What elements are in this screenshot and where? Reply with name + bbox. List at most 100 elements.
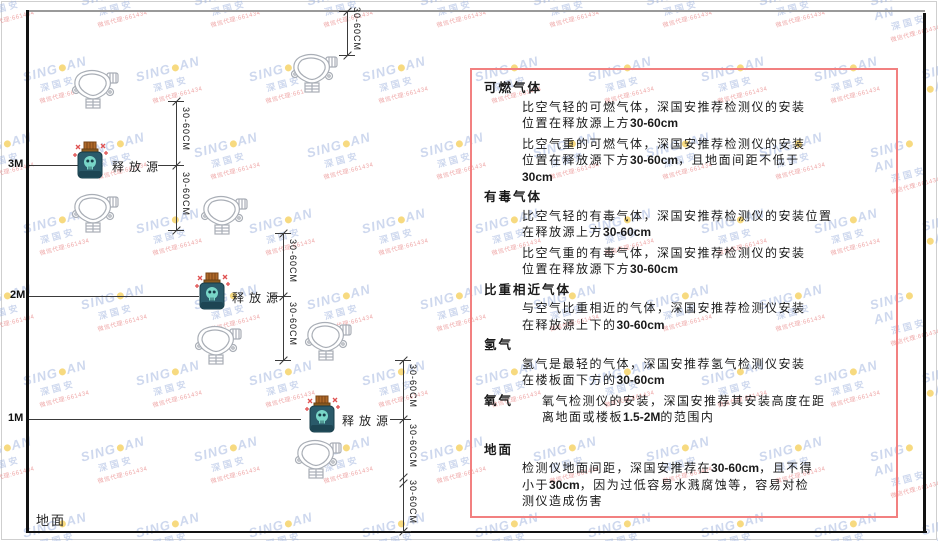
- dimension-label: 30-60CM: [288, 302, 298, 347]
- paragraph-line: 氧气检测仪的安装，深国安推荐其安装高度在距: [542, 393, 884, 410]
- text-segment: ，且不得: [759, 461, 814, 475]
- dimension-label: 30-60CM: [352, 7, 362, 52]
- gas-detector-icon: [69, 67, 121, 114]
- dimension-label: 30-60CM: [288, 238, 298, 283]
- gas-detector-icon: [302, 319, 354, 366]
- text-segment: 检测仪地面间距，深国安推荐在: [522, 461, 712, 475]
- paragraph-line: 比空气轻的可燃气体，深国安推荐检测仪的安装: [522, 99, 884, 116]
- paragraph-line: 离地面或楼板1.5-2M的范围内: [542, 409, 884, 426]
- gas-type-section: 可燃气体 比空气轻的可燃气体，深国安推荐检测仪的安装 位置在释放源上方30-60cm…: [484, 80, 884, 185]
- level-line: [29, 296, 199, 297]
- text-segment: 在楼板面下方的: [522, 373, 617, 387]
- paragraph-line: 在释放源上方30-60cm: [522, 224, 884, 241]
- text-segment: 小于: [522, 477, 550, 492]
- release-source-icon: [300, 395, 344, 440]
- info-panel: 可燃气体 比空气轻的可燃气体，深国安推荐检测仪的安装 位置在释放源上方30-60cm…: [470, 68, 898, 518]
- dimension-label: 30-60CM: [408, 363, 418, 408]
- panel-paragraph: 比空气轻的有毒气体，深国安推荐检测仪的安装位置 在释放源上方30-60cm: [484, 208, 884, 241]
- dimension-label: 30-60CM: [408, 479, 418, 524]
- gas-type-section: 氢气 氢气是最轻的气体，深国安推荐氢气检测仪安装 在楼板面下方的30-60cm: [484, 337, 884, 389]
- level-label: 1M: [8, 412, 24, 424]
- text-segment: 30-60cm: [603, 225, 652, 239]
- paragraph-line: 比空气轻的有毒气体，深国安推荐检测仪的安装位置: [522, 208, 884, 225]
- gas-type-section: 比重相近气体 与空气比重相近的气体，深国安推荐检测仪安装 在释放源上下的30-60c…: [484, 282, 884, 334]
- text-segment: 30-60cm: [630, 262, 679, 276]
- panel-paragraph: 与空气比重相近的气体，深国安推荐检测仪安装 在释放源上下的30-60cm: [484, 300, 884, 333]
- release-source-label: 释放源: [232, 291, 284, 305]
- ceiling-line: [27, 10, 925, 12]
- section-heading: 地面: [484, 442, 514, 457]
- text-segment: 离地面或楼板: [542, 410, 624, 424]
- text-segment: 比空气重的可燃气体，深国安推荐检测仪的安装: [522, 136, 806, 151]
- paragraph-line: 位置在释放源上方30-60cm: [522, 115, 884, 132]
- text-segment: 30-60cm: [616, 373, 665, 387]
- release-source-label: 释放源: [342, 414, 394, 428]
- dimension-label: 30-60CM: [408, 423, 418, 468]
- text-segment: 30-60cm: [711, 461, 760, 475]
- text-segment: 30-60cm: [630, 116, 679, 130]
- panel-paragraph: 比空气轻的可燃气体，深国安推荐检测仪的安装 位置在释放源上方30-60cm: [484, 99, 884, 132]
- gas-detector-icon: [292, 437, 344, 484]
- gas-detector-icon: [69, 191, 121, 238]
- level-label: 3M: [8, 158, 24, 170]
- dimension-line: [347, 11, 348, 55]
- dimension-label: 30-60CM: [181, 171, 191, 216]
- paragraph-line: 在释放源上下的30-60cm: [522, 317, 884, 334]
- gas-detector-icon: [198, 193, 250, 240]
- release-source-icon: [190, 272, 234, 317]
- paragraph-line: 位置在释放源下方30-60cm: [522, 261, 884, 278]
- level-label: 2M: [10, 289, 26, 301]
- gas-type-section: 有毒气体 比空气轻的有毒气体，深国安推荐检测仪的安装位置 在释放源上方30-60cm…: [484, 189, 884, 278]
- dimension-line: [403, 360, 404, 531]
- text-segment: 在释放源上下的: [522, 317, 617, 332]
- section-heading: 有毒气体: [484, 190, 543, 204]
- text-segment: 在释放源上方: [522, 225, 604, 239]
- paragraph-line: 比空气重的可燃气体，深国安推荐检测仪的安装: [522, 136, 884, 153]
- leader-line: [158, 165, 176, 166]
- text-segment: 位置在释放源上方: [522, 116, 631, 130]
- text-segment: 1.5-2M: [623, 410, 661, 424]
- level-line: [29, 165, 84, 166]
- level-line: [29, 419, 301, 420]
- paragraph-line: 比空气重的有毒气体，深国安推荐检测仪的安装: [522, 245, 884, 262]
- text-segment: 氧气检测仪的安装，深国安推荐其安装高度在距: [542, 393, 826, 408]
- left-wall: [26, 10, 29, 533]
- panel-paragraph: 氢气是最轻的气体，深国安推荐氢气检测仪安装 在楼板面下方的30-60cm: [484, 356, 884, 389]
- text-segment: 测仪造成伤害: [522, 494, 604, 508]
- paragraph-line: 小于30cm，因为过低容易水溅腐蚀等，容易对检: [522, 477, 884, 494]
- paragraph-line: 位置在释放源下方30-60cm，且地面间距不低于: [522, 152, 884, 169]
- text-segment: ，且地面间距不低于: [678, 153, 800, 167]
- section-heading: 可燃气体: [484, 81, 543, 95]
- text-segment: 30-60cm: [616, 317, 665, 332]
- text-segment: ，因为过低容易水溅腐蚀等，容易对检: [579, 477, 810, 492]
- ground-label: 地面: [36, 513, 67, 528]
- panel-paragraph: 比空气重的有毒气体，深国安推荐检测仪的安装 位置在释放源下方30-60cm: [484, 245, 884, 278]
- text-segment: 30-60cm: [630, 153, 679, 167]
- panel-paragraph: 检测仪地面间距，深国安推荐在30-60cm，且不得 小于30cm，因为过低容易水溅…: [484, 460, 884, 510]
- section-heading: 氧气: [484, 393, 514, 408]
- release-source-label: 释放源: [112, 160, 164, 174]
- release-source-icon: [68, 141, 112, 186]
- gas-type-section: 氧气 氧气检测仪的安装，深国安推荐其安装高度在距 离地面或楼板1.5-2M的范围内: [484, 393, 884, 426]
- dimension-label: 30-60CM: [181, 107, 191, 152]
- text-segment: 氢气是最轻的气体，深国安推荐氢气检测仪安装: [522, 356, 806, 371]
- paragraph-line: 氢气是最轻的气体，深国安推荐氢气检测仪安装: [522, 356, 884, 373]
- section-heading: 氢气: [484, 338, 514, 352]
- text-segment: 与空气比重相近的气体，深国安推荐检测仪安装: [522, 301, 806, 315]
- paragraph-line: 检测仪地面间距，深国安推荐在30-60cm，且不得: [522, 460, 884, 477]
- paragraph-line: 与空气比重相近的气体，深国安推荐检测仪安装: [522, 300, 884, 317]
- text-segment: 比空气重的有毒气体，深国安推荐检测仪的安装: [522, 245, 806, 260]
- text-segment: 30cm: [549, 477, 580, 492]
- ground-line: [26, 531, 927, 533]
- gas-detector-icon: [288, 51, 340, 98]
- right-wall: [923, 13, 926, 533]
- text-segment: 比空气轻的可燃气体，深国安推荐检测仪的安装: [522, 99, 806, 114]
- panel-paragraph: 氧气 氧气检测仪的安装，深国安推荐其安装高度在距 离地面或楼板1.5-2M的范围内: [484, 393, 884, 426]
- text-segment: 30cm: [522, 169, 553, 184]
- text-segment: 位置在释放源下方: [522, 153, 631, 167]
- text-segment: 位置在释放源下方: [522, 262, 631, 276]
- panel-paragraph: 比空气重的可燃气体，深国安推荐检测仪的安装 位置在释放源下方30-60cm，且地面…: [484, 136, 884, 186]
- gas-detector-icon: [192, 323, 244, 370]
